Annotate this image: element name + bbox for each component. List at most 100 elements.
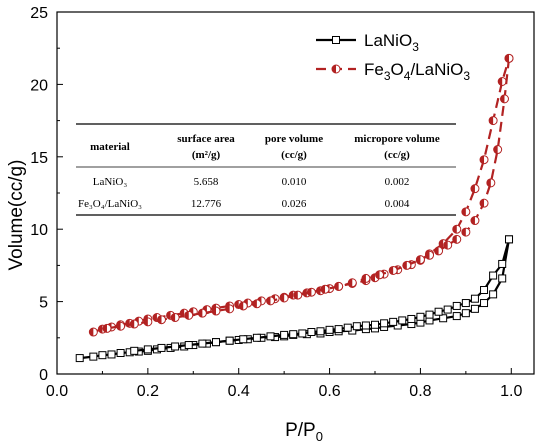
fe3o4-lanio3-data-point	[425, 250, 435, 260]
table-cell: 0.026	[282, 198, 307, 210]
table-header-cell: micropore volume	[354, 133, 440, 145]
legend-lanio3-label: LaNiO3	[364, 31, 419, 54]
fe3o4-lanio3-data-point	[402, 260, 412, 270]
lanio3-data-point	[280, 330, 289, 339]
fe3o4-lanio3-data-point	[266, 296, 276, 306]
lanio3-data-point	[480, 299, 489, 308]
lanio3-data-point	[289, 330, 298, 339]
x-axis: 0.0 0.2 0.4 0.6 0.8 1.0	[46, 368, 523, 400]
lanio3-data-point	[225, 336, 234, 345]
fe3o4-lanio3-data-point	[238, 301, 248, 311]
lanio3-data-point	[334, 325, 343, 334]
fe3o4-lanio3-data-point	[479, 198, 489, 208]
lanio3-data-point	[316, 327, 325, 336]
fe3o4-lanio3-data-point	[116, 321, 126, 331]
table-header-cell: pore volume	[265, 133, 323, 145]
data-table: material surface area (m²/g) pore volume (cc…	[76, 123, 456, 216]
fe3o4-lanio3-data-point	[470, 216, 480, 226]
fe3o4-lanio3-data-point	[211, 306, 221, 316]
table-cell: 0.002	[385, 176, 410, 188]
lanio3-data-point	[343, 323, 352, 332]
y-axis-title: Volume(cc/g)	[6, 160, 27, 271]
legend-fe3o4-lanio3-label: Fe3O4/LaNiO3	[364, 60, 470, 83]
fe3o4-lanio3-data-point	[279, 293, 289, 303]
lanio3-data-point	[307, 328, 316, 337]
fe3o4-lanio3-data-point	[102, 323, 112, 333]
fe3o4-lanio3-data-point	[370, 273, 380, 283]
fe3o4-lanio3-data-point	[184, 310, 194, 320]
lanio3-data-point	[352, 322, 361, 331]
lanio3-data-point	[461, 299, 470, 308]
fe3o4-lanio3-data-point	[375, 270, 385, 280]
table-cell: Fe₃O₄/LaNiO₃	[78, 198, 142, 210]
legend-fe3o4-lanio3-marker	[331, 64, 341, 74]
fe3o4-lanio3-data-point	[479, 155, 489, 165]
fe3o4-lanio3-data-point	[252, 299, 262, 309]
lanio3-data-point	[470, 304, 479, 313]
lanio3-data-point	[157, 343, 166, 352]
lanio3-data-point	[116, 349, 125, 358]
lanio3-data-point	[489, 271, 498, 280]
fe3o4-lanio3-data-point	[320, 284, 330, 294]
lanio3-data-point	[480, 286, 489, 295]
fe3o4-lanio3-data-point	[306, 287, 316, 297]
y-tick-label: 20	[30, 77, 48, 94]
table-cell: 5.658	[194, 176, 219, 188]
fe3o4-lanio3-data-point	[143, 317, 153, 327]
lanio3-data-point	[489, 290, 498, 299]
lanio3-data-point	[380, 319, 389, 328]
x-tick-label: 0.0	[46, 383, 68, 400]
lanio3-data-point	[461, 309, 470, 318]
lanio3-data-point	[239, 335, 248, 344]
fe3o4-lanio3-data-point	[461, 227, 471, 237]
lanio3-data-point	[266, 332, 275, 341]
lanio3-data-point	[443, 305, 452, 314]
y-tick-label: 5	[39, 295, 48, 312]
x-tick-label: 0.2	[137, 383, 159, 400]
fe3o4-lanio3-data-point	[497, 77, 507, 87]
lanio3-data-point	[171, 342, 180, 351]
lanio3-data-point	[252, 333, 261, 342]
lanio3-data-point	[498, 259, 507, 268]
series-fe3o4-lanio3	[88, 53, 514, 337]
lanio3-data-point	[439, 314, 448, 323]
lanio3-data-point	[184, 341, 193, 350]
lanio3-data-point	[416, 312, 425, 321]
table-cell: LaNiO₃	[93, 176, 128, 188]
fe3o4-lanio3-data-point	[499, 94, 509, 104]
fe3o4-lanio3-data-point	[493, 145, 503, 155]
fe3o4-lanio3-data-point	[334, 281, 344, 291]
lanio3-data-point	[298, 329, 307, 338]
lanio3-data-point	[107, 350, 116, 359]
fe3o4-lanio3-data-point	[452, 224, 462, 234]
lanio3-data-point	[332, 36, 340, 44]
lanio3-data-point	[361, 321, 370, 330]
y-tick-label: 0	[39, 367, 48, 384]
table-header-unit: (cc/g)	[384, 149, 410, 161]
legend: LaNiO3 Fe3O4/LaNiO3	[316, 31, 470, 83]
lanio3-data-point	[212, 338, 220, 347]
lanio3-data-point	[130, 346, 139, 355]
fe3o4-lanio3-data-point	[129, 319, 139, 329]
table-header-cell: material	[90, 141, 130, 153]
x-tick-label: 0.8	[409, 383, 431, 400]
lanio3-data-point	[434, 307, 443, 316]
y-tick-label: 10	[30, 222, 48, 239]
fe3o4-lanio3-data-point	[225, 304, 235, 314]
lanio3-data-point	[325, 325, 334, 334]
table-cell: 0.004	[385, 198, 410, 210]
lanio3-data-point	[470, 294, 479, 303]
fe3o4-lanio3-data-point	[452, 234, 462, 244]
fe3o4-lanio3-desorption-line	[106, 58, 511, 330]
fe3o4-lanio3-data-point	[415, 255, 425, 265]
fe3o4-lanio3-data-point	[470, 184, 480, 194]
lanio3-data-point	[143, 345, 152, 354]
fe3o4-lanio3-data-point	[486, 178, 496, 188]
lanio3-data-point	[98, 351, 107, 360]
lanio3-data-point	[89, 352, 98, 361]
y-axis: 0 5 10 15 20 25	[30, 5, 63, 384]
x-tick-label: 0.6	[318, 383, 340, 400]
table-header-cell: surface area	[177, 133, 235, 145]
fe3o4-lanio3-data-point	[88, 327, 98, 337]
